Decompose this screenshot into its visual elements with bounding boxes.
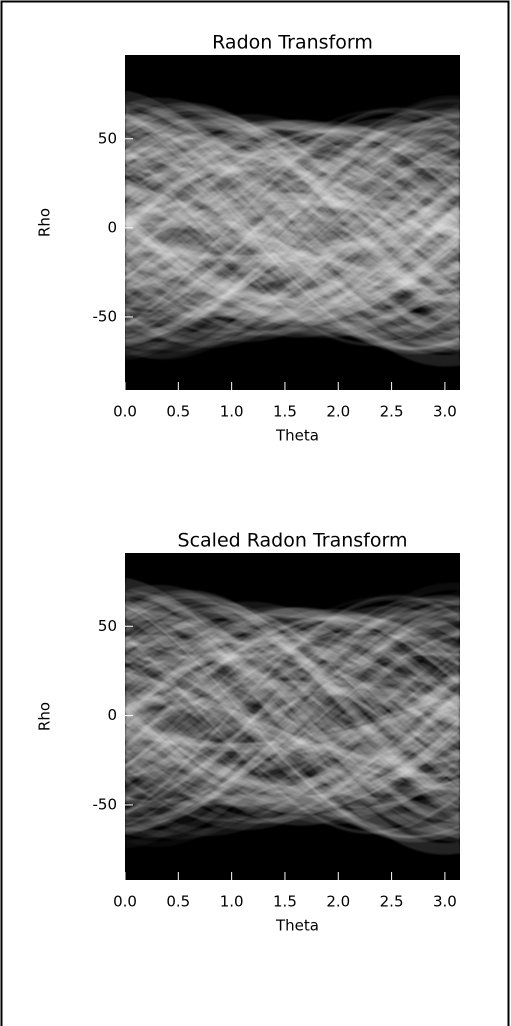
y-axis-label: Rho: [36, 208, 54, 237]
sinogram-trace: [125, 646, 460, 807]
y-tick-label: -50: [93, 795, 118, 813]
sinogram-trace: [125, 629, 460, 749]
chart-title: Scaled Radon Transform: [178, 530, 408, 552]
y-tick-label: -50: [93, 307, 118, 325]
x-tick-label: 1.0: [220, 893, 244, 911]
sinogram-trace: [125, 620, 460, 804]
y-tick-label: 50: [98, 129, 117, 147]
sinogram-trace: [125, 671, 460, 724]
x-tick-label: 3.0: [433, 893, 457, 911]
x-tick-label: 1.5: [273, 403, 297, 421]
y-tick-label: 50: [98, 617, 117, 635]
sinogram-trace: [125, 595, 460, 810]
sinogram-trace: [125, 691, 460, 809]
sinogram-trace: [125, 600, 460, 832]
x-axis-label: Theta: [275, 917, 319, 935]
y-tick-label: 0: [107, 218, 117, 236]
x-tick-label: 3.0: [433, 403, 457, 421]
x-tick-label: 0.5: [166, 893, 190, 911]
y-axis-label: Rho: [36, 702, 54, 731]
x-axis-label: Theta: [275, 427, 319, 445]
sinogram-trace: [125, 674, 460, 825]
x-tick-label: 2.5: [380, 403, 404, 421]
sinogram-image: [125, 553, 460, 880]
sinogram-trace: [125, 135, 460, 317]
sinogram-traces: [125, 90, 460, 367]
sinogram-trace: [125, 597, 460, 838]
sinogram-image: [125, 55, 460, 390]
x-tick-label: 0.0: [113, 893, 137, 911]
sinogram-traces: [125, 578, 460, 855]
x-tick-label: 1.5: [273, 893, 297, 911]
sinogram-trace: [125, 217, 460, 308]
sinogram-trace: [125, 120, 460, 251]
sinogram-trace: [125, 596, 460, 815]
x-tick-label: 2.5: [380, 893, 404, 911]
sinogram-trace: [125, 648, 460, 748]
x-tick-label: 0.0: [113, 403, 137, 421]
x-tick-label: 2.0: [326, 893, 350, 911]
chart-title: Radon Transform: [212, 32, 373, 54]
sinogram-trace: [125, 184, 460, 296]
sinogram-trace: [125, 114, 460, 342]
sinogram-trace: [125, 113, 460, 346]
sinogram-trace: [125, 614, 460, 769]
sinogram-trace: [125, 131, 460, 326]
x-tick-label: 0.5: [166, 403, 190, 421]
x-tick-label: 1.0: [220, 403, 244, 421]
sinogram-trace: [125, 672, 460, 807]
y-tick-label: 0: [107, 706, 117, 724]
sinogram-trace: [125, 655, 460, 770]
sinogram-trace: [125, 181, 460, 272]
x-tick-label: 2.0: [326, 403, 350, 421]
